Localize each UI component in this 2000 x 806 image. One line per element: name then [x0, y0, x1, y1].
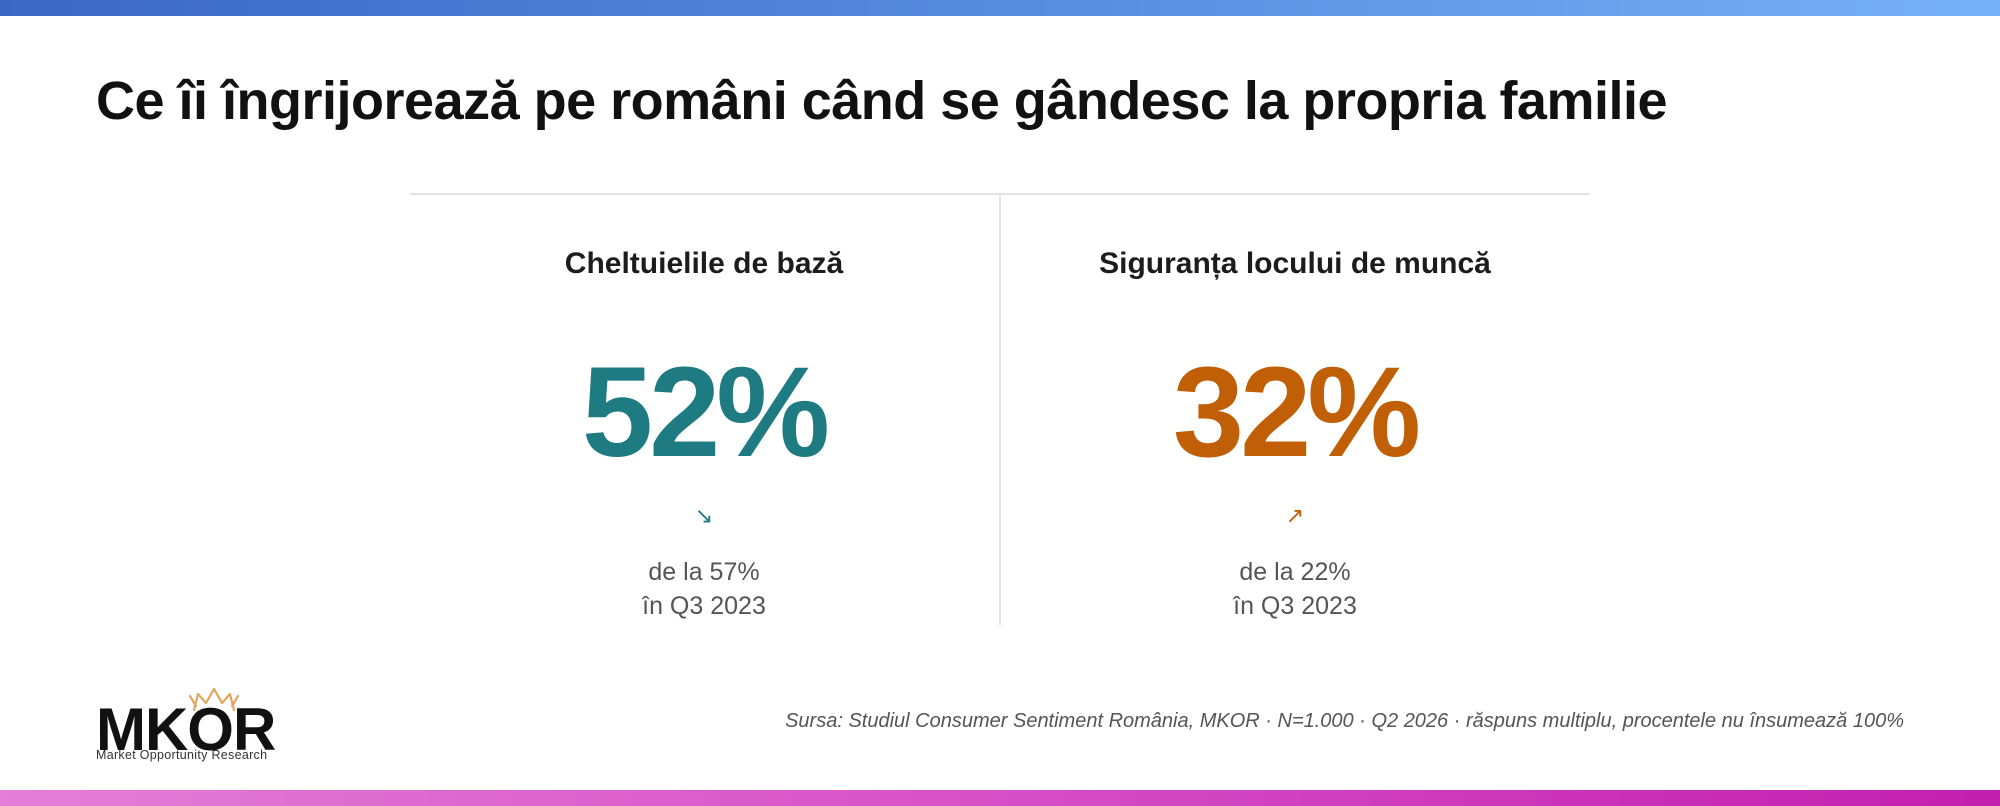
arrow-down-right-icon: ↘ — [694, 503, 714, 528]
logo-wordmark: MKOR — [96, 696, 276, 763]
bottom-accent-bar — [0, 790, 2000, 806]
top-accent-bar — [0, 0, 2000, 16]
arrow-up-right-icon: ↗ — [1285, 503, 1305, 528]
stat-label: Siguranța locului de muncă — [1099, 247, 1491, 280]
stat-comparison: de la 22% în Q3 2023 — [1015, 555, 1575, 623]
stat-label: Cheltuielile de bază — [564, 247, 844, 280]
stat-comparison-value: de la 22% — [1239, 558, 1351, 586]
mkor-logo: MKOR Market Opportunity Research — [96, 686, 316, 766]
logo-subtitle: Market Opportunity Research — [96, 748, 268, 762]
source-note: Sursa: Studiul Consumer Sentiment Români… — [785, 710, 1904, 732]
stat-comparison-value: de la 57% — [648, 558, 760, 586]
center-divider-line — [999, 195, 1001, 625]
stat-comparison-period: în Q3 2023 — [1233, 592, 1357, 620]
page-title: Ce îi îngrijorează pe români când se gân… — [96, 71, 1668, 131]
stat-value: 52% — [581, 341, 830, 484]
stat-comparison-period: în Q3 2023 — [642, 592, 766, 620]
stat-value: 32% — [1172, 341, 1421, 484]
crown-icon — [188, 687, 240, 712]
stat-comparison: de la 57% în Q3 2023 — [424, 555, 984, 623]
top-divider-line — [410, 193, 1590, 195]
